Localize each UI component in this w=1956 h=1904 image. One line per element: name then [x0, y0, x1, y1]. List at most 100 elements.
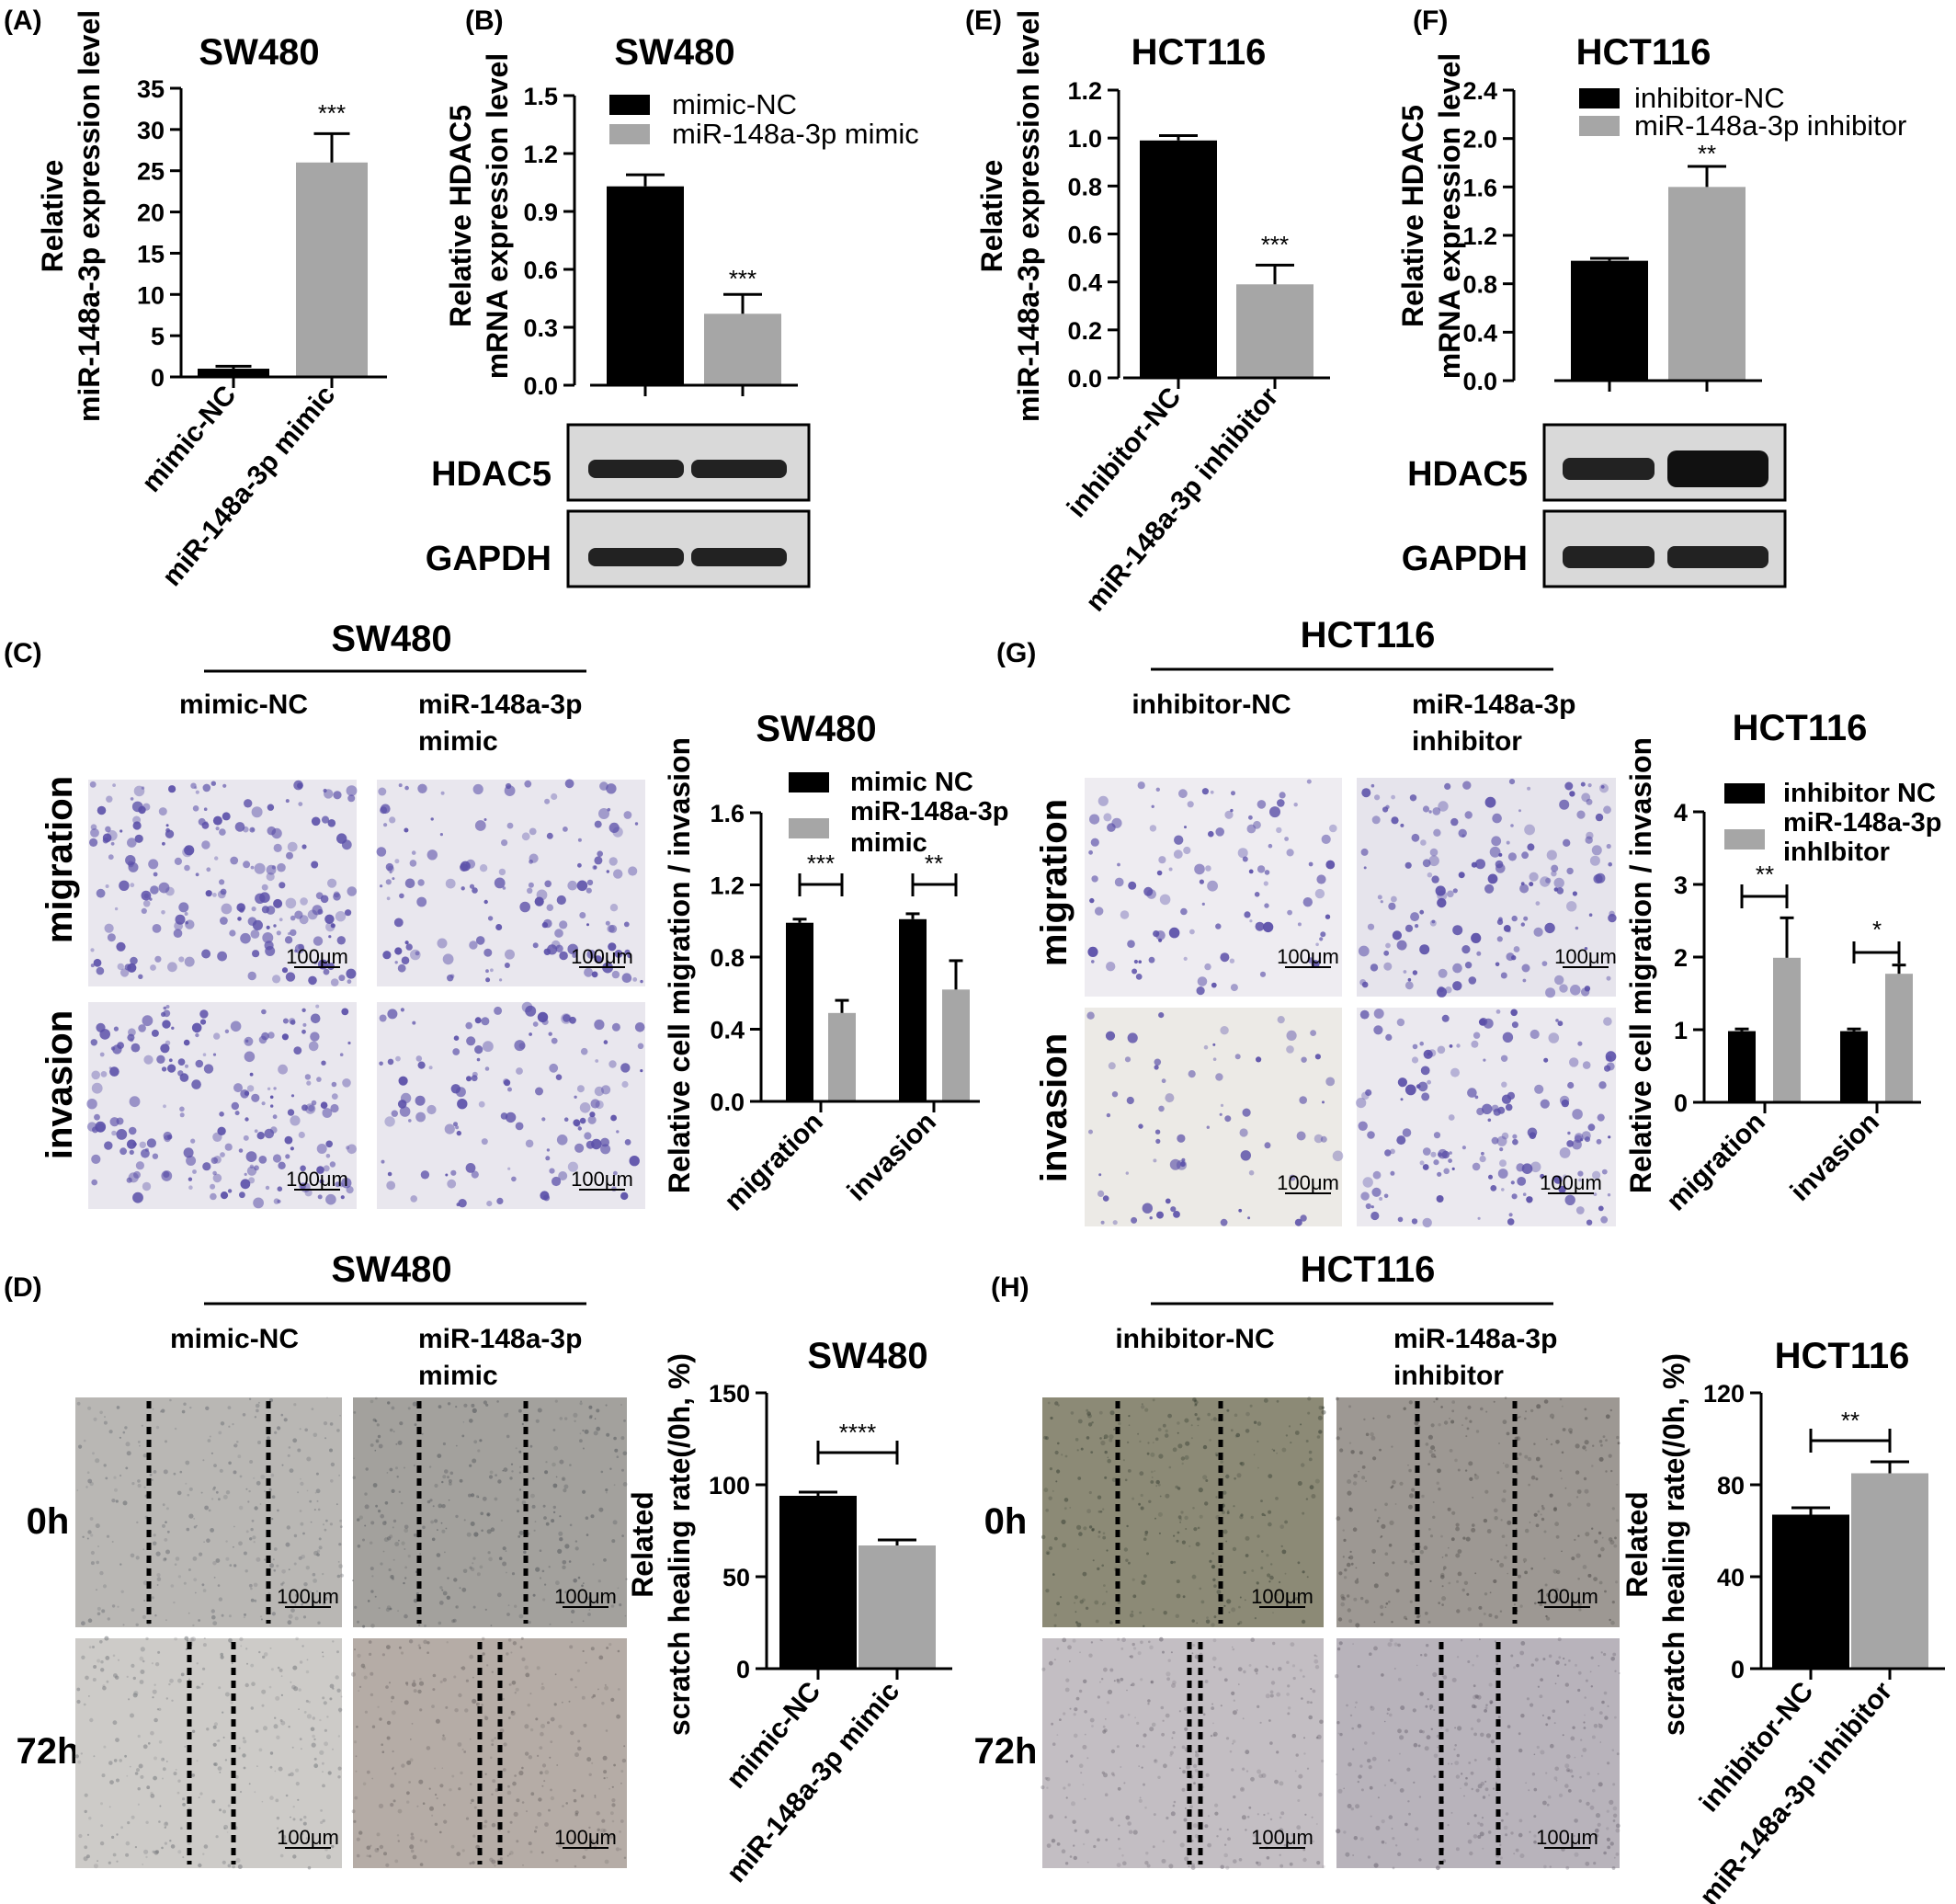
cell-speck: [313, 1579, 317, 1583]
cell-speck: [1555, 1660, 1560, 1665]
cell-blob: [1479, 1156, 1486, 1163]
cell-speck: [569, 1523, 573, 1527]
cell-speck: [561, 1701, 563, 1704]
cell-speck: [1177, 1431, 1179, 1434]
cell-speck: [550, 1716, 555, 1722]
western-blot-b: [566, 423, 811, 588]
cell-speck: [293, 1403, 297, 1407]
cell-blob: [1543, 1057, 1549, 1063]
cell-speck: [591, 1761, 594, 1764]
cell-speck: [441, 1736, 447, 1741]
cell-speck: [290, 1772, 294, 1777]
cell-speck: [1549, 1865, 1552, 1868]
cell-speck: [165, 1440, 167, 1443]
cell-speck: [450, 1844, 455, 1849]
cell-speck: [418, 1624, 421, 1626]
cell-speck: [410, 1836, 415, 1841]
cell-speck: [226, 1831, 229, 1833]
cell-speck: [92, 1452, 95, 1455]
cell-speck: [97, 1545, 99, 1547]
image-invasion-inhibitor: [1356, 1008, 1617, 1228]
cell-speck: [1399, 1481, 1404, 1486]
cell-blob: [141, 786, 145, 790]
cell-speck: [1457, 1726, 1462, 1731]
cell-blob: [1373, 1009, 1384, 1019]
cell-speck: [438, 1503, 443, 1509]
cell-speck: [1548, 1654, 1552, 1659]
cell-speck: [280, 1720, 286, 1726]
cell-speck: [537, 1754, 540, 1757]
cell-speck: [1473, 1694, 1478, 1700]
cell-speck: [253, 1541, 256, 1544]
cell-speck: [1580, 1754, 1584, 1758]
cell-blob: [399, 893, 404, 899]
cell-speck: [1440, 1575, 1445, 1579]
cell-speck: [1495, 1782, 1497, 1784]
cell-speck: [1384, 1606, 1387, 1608]
cell-blob: [231, 1101, 239, 1111]
cell-speck: [404, 1528, 409, 1533]
cell-speck: [1433, 1775, 1437, 1778]
cell-speck: [1466, 1822, 1470, 1826]
cell-speck: [1280, 1811, 1285, 1816]
cell-speck: [411, 1682, 416, 1687]
cell-blob: [304, 1074, 312, 1080]
cell-blob: [1582, 1061, 1591, 1069]
cell-speck: [1191, 1652, 1194, 1655]
cell-blob: [1095, 906, 1104, 916]
cell-speck: [1386, 1712, 1389, 1715]
cell-speck: [1416, 1838, 1419, 1841]
cell-speck: [1503, 1489, 1507, 1493]
cell-speck: [1140, 1493, 1143, 1498]
cell-speck: [213, 1486, 216, 1489]
cell-speck: [1533, 1753, 1536, 1756]
cell-speck: [1539, 1694, 1543, 1699]
y-tick-label: 0.0: [1067, 365, 1102, 393]
cell-speck: [1378, 1516, 1381, 1520]
cell-blob: [313, 961, 318, 964]
cell-blob: [161, 1066, 167, 1072]
cell-speck: [620, 1770, 624, 1773]
cell-speck: [1381, 1523, 1386, 1529]
cell-speck: [1571, 1556, 1575, 1561]
cell-blob: [1106, 962, 1116, 972]
cell-speck: [183, 1402, 187, 1406]
cell-speck: [156, 1577, 162, 1581]
cell-speck: [463, 1750, 467, 1753]
x-category-label: migration: [1661, 1107, 1771, 1217]
image-72h-inhibitor-nc: [1041, 1636, 1325, 1870]
cell-speck: [274, 1716, 277, 1719]
cell-blob: [386, 896, 391, 901]
cell-speck: [1276, 1452, 1278, 1454]
cell-blob: [549, 1063, 559, 1073]
cell-speck: [1097, 1510, 1101, 1513]
cell-blob: [272, 975, 281, 984]
cell-speck: [1530, 1663, 1535, 1667]
cell-blob: [1498, 852, 1503, 857]
cell-speck: [193, 1578, 198, 1582]
cell-speck: [518, 1408, 522, 1413]
cell-speck: [360, 1663, 366, 1669]
cell-blob: [1598, 1081, 1607, 1089]
cell-blob: [165, 1005, 170, 1009]
cell-blob: [1458, 872, 1465, 879]
cell-blob: [116, 1129, 128, 1140]
cell-speck: [1086, 1861, 1089, 1864]
cell-speck: [469, 1654, 474, 1659]
cell-speck: [1480, 1782, 1485, 1786]
cell-speck: [1196, 1417, 1200, 1421]
cell-speck: [461, 1666, 466, 1670]
cell-speck: [1505, 1464, 1509, 1468]
cell-speck: [1097, 1567, 1100, 1571]
cell-speck: [1373, 1583, 1379, 1589]
cell-speck: [106, 1534, 110, 1538]
cell-blob: [1257, 865, 1266, 873]
cell-speck: [1549, 1493, 1553, 1498]
cell-speck: [238, 1747, 241, 1750]
cell-speck: [309, 1499, 313, 1503]
cell-speck: [404, 1613, 408, 1619]
cell-speck: [440, 1522, 443, 1524]
cell-speck: [483, 1400, 488, 1405]
legend-swatch-treatment: [609, 124, 650, 144]
cell-speck: [1429, 1579, 1432, 1582]
